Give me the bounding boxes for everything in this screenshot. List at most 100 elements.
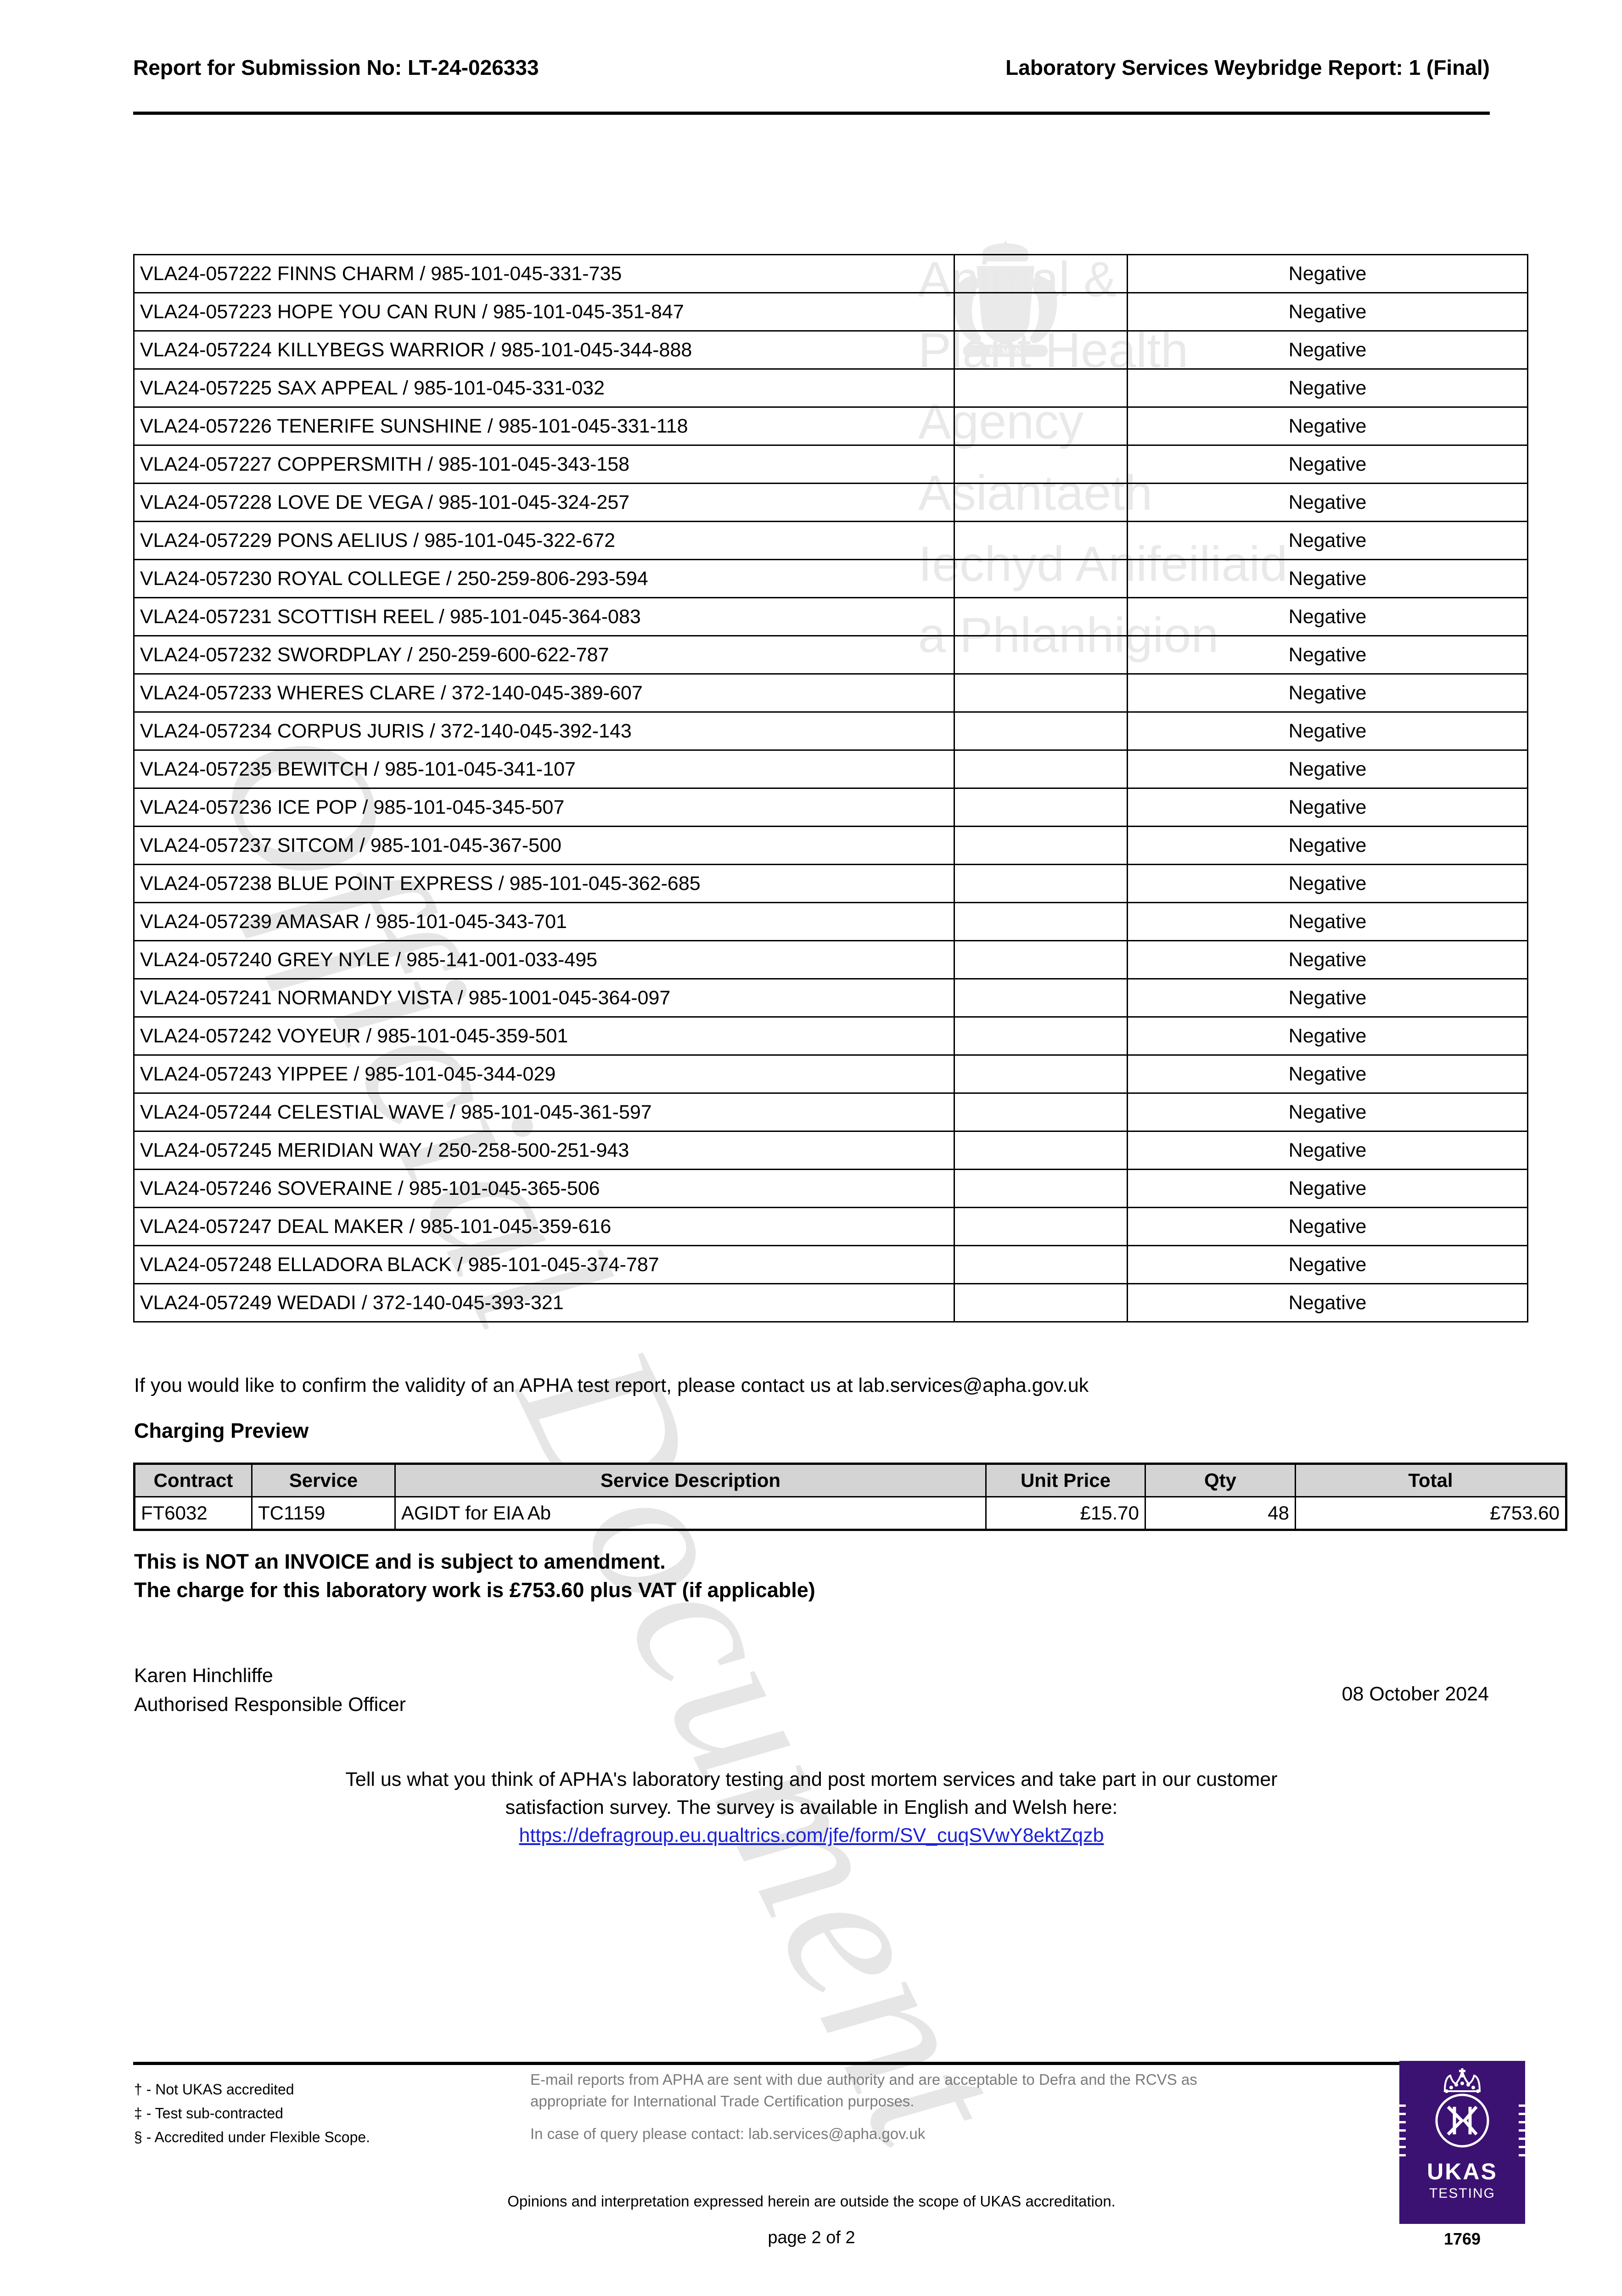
sample-description: VLA24-057246 SOVERAINE / 985-101-045-365… bbox=[133, 1169, 955, 1208]
accreditation-notes: † - Not UKAS accredited ‡ - Test sub-con… bbox=[134, 2078, 370, 2149]
ukas-wordmark: UKAS bbox=[1427, 2159, 1498, 2184]
survey-block: Tell us what you think of APHA's laborat… bbox=[133, 1766, 1490, 1850]
charging-table-body: FT6032 TC1159 AGIDT for EIA Ab £15.70 48 £753… bbox=[134, 1496, 1567, 1531]
not-invoice-line-1: This is NOT an INVOICE and is subject to… bbox=[134, 1550, 666, 1573]
sample-description: VLA24-057230 ROYAL COLLEGE / 250-259-806… bbox=[133, 559, 955, 598]
sample-description: VLA24-057233 WHERES CLARE / 372-140-045-… bbox=[133, 673, 955, 713]
sample-annotation bbox=[954, 1283, 1128, 1322]
validity-note: If you would like to confirm the validit… bbox=[134, 1374, 1089, 1396]
sample-description: VLA24-057225 SAX APPEAL / 985-101-045-33… bbox=[133, 368, 955, 408]
sample-annotation bbox=[954, 788, 1128, 827]
sample-description: VLA24-057241 NORMANDY VISTA / 985-1001-0… bbox=[133, 978, 955, 1018]
sample-result: Negative bbox=[1127, 1016, 1528, 1056]
page-number: page 2 of 2 bbox=[768, 2228, 855, 2247]
charging-row: FT6032 TC1159 AGIDT for EIA Ab £15.70 48 £753… bbox=[134, 1496, 1567, 1531]
sample-result: Negative bbox=[1127, 673, 1528, 713]
sample-annotation bbox=[954, 1054, 1128, 1094]
sample-annotation bbox=[954, 368, 1128, 408]
results-table-body: VLA24-057222 FINNS CHARM / 985-101-045-3… bbox=[133, 254, 1528, 1322]
sample-annotation bbox=[954, 1131, 1128, 1170]
sample-description: VLA24-057226 TENERIFE SUNSHINE / 985-101… bbox=[133, 406, 955, 446]
sample-annotation bbox=[954, 1245, 1128, 1284]
sample-annotation bbox=[954, 292, 1128, 332]
ukas-accreditation-number: 1769 bbox=[1443, 2229, 1481, 2248]
sample-result: Negative bbox=[1127, 940, 1528, 979]
sample-annotation bbox=[954, 521, 1128, 560]
sample-annotation bbox=[954, 940, 1128, 979]
sample-annotation bbox=[954, 559, 1128, 598]
table-row: VLA24-057240 GREY NYLE / 985-141-001-033… bbox=[133, 940, 1528, 979]
sample-result: Negative bbox=[1127, 711, 1528, 751]
ukas-ruler-right-icon bbox=[1519, 2105, 1532, 2163]
sample-result: Negative bbox=[1127, 1054, 1528, 1094]
sample-result: Negative bbox=[1127, 788, 1528, 827]
note-flexible-scope: § - Accredited under Flexible Scope. bbox=[134, 2128, 370, 2145]
table-row: VLA24-057222 FINNS CHARM / 985-101-045-3… bbox=[133, 254, 1528, 293]
ukas-ruler-left-icon bbox=[1393, 2105, 1406, 2163]
sample-result: Negative bbox=[1127, 902, 1528, 941]
table-row: VLA24-057235 BEWITCH / 985-101-045-341-1… bbox=[133, 749, 1528, 789]
sample-result: Negative bbox=[1127, 749, 1528, 789]
sample-description: VLA24-057231 SCOTTISH REEL / 985-101-045… bbox=[133, 597, 955, 636]
charge-qty: 48 bbox=[1145, 1496, 1296, 1531]
footer-divider bbox=[133, 2062, 1490, 2065]
sample-result: Negative bbox=[1127, 1131, 1528, 1170]
sample-annotation bbox=[954, 406, 1128, 446]
sample-description: VLA24-057224 KILLYBEGS WARRIOR / 985-101… bbox=[133, 330, 955, 370]
table-row: VLA24-057243 YIPPEE / 985-101-045-344-02… bbox=[133, 1054, 1528, 1094]
col-service-description: Service Description bbox=[394, 1463, 987, 1497]
sample-description: VLA24-057236 ICE POP / 985-101-045-345-5… bbox=[133, 788, 955, 827]
sample-annotation bbox=[954, 902, 1128, 941]
report-title: Laboratory Services Weybridge Report: 1 … bbox=[1005, 56, 1490, 79]
sample-description: VLA24-057239 AMASAR / 985-101-045-343-70… bbox=[133, 902, 955, 941]
sample-description: VLA24-057244 CELESTIAL WAVE / 985-101-04… bbox=[133, 1092, 955, 1132]
sample-annotation bbox=[954, 635, 1128, 675]
results-table: VLA24-057222 FINNS CHARM / 985-101-045-3… bbox=[133, 254, 1528, 1322]
report-date: 08 October 2024 bbox=[1341, 1683, 1489, 1705]
table-row: VLA24-057225 SAX APPEAL / 985-101-045-33… bbox=[133, 368, 1528, 408]
sample-result: Negative bbox=[1127, 635, 1528, 675]
sample-result: Negative bbox=[1127, 445, 1528, 484]
email-authority-paragraph: E-mail reports from APHA are sent with d… bbox=[530, 2071, 1197, 2110]
survey-link[interactable]: https://defragroup.eu.qualtrics.com/jfe/… bbox=[519, 1824, 1104, 1847]
sample-annotation bbox=[954, 711, 1128, 751]
table-row: VLA24-057239 AMASAR / 985-101-045-343-70… bbox=[133, 902, 1528, 941]
table-row: VLA24-057228 LOVE DE VEGA / 985-101-045-… bbox=[133, 483, 1528, 522]
table-row: VLA24-057238 BLUE POINT EXPRESS / 985-10… bbox=[133, 864, 1528, 903]
sample-result: Negative bbox=[1127, 864, 1528, 903]
ukas-testing-label: TESTING bbox=[1429, 2186, 1495, 2201]
opinion-disclaimer: Opinions and interpretation expressed he… bbox=[507, 2193, 1116, 2210]
sample-annotation bbox=[954, 1207, 1128, 1246]
survey-line-1: Tell us what you think of APHA's laborat… bbox=[345, 1768, 1278, 1790]
sample-description: VLA24-057240 GREY NYLE / 985-141-001-033… bbox=[133, 940, 955, 979]
sample-description: VLA24-057232 SWORDPLAY / 250-259-600-622… bbox=[133, 635, 955, 675]
sample-annotation bbox=[954, 749, 1128, 789]
sample-description: VLA24-057237 SITCOM / 985-101-045-367-50… bbox=[133, 826, 955, 865]
signatory-name: Karen Hinchliffe bbox=[134, 1665, 273, 1687]
note-not-ukas: † - Not UKAS accredited bbox=[134, 2081, 294, 2098]
charge-service: TC1159 bbox=[251, 1496, 396, 1531]
table-row: VLA24-057224 KILLYBEGS WARRIOR / 985-101… bbox=[133, 330, 1528, 370]
sample-description: VLA24-057227 COPPERSMITH / 985-101-045-3… bbox=[133, 445, 955, 484]
sample-annotation bbox=[954, 597, 1128, 636]
sample-description: VLA24-057238 BLUE POINT EXPRESS / 985-10… bbox=[133, 864, 955, 903]
sample-result: Negative bbox=[1127, 978, 1528, 1018]
charge-contract: FT6032 bbox=[134, 1496, 253, 1531]
sample-description: VLA24-057229 PONS AELIUS / 985-101-045-3… bbox=[133, 521, 955, 560]
table-row: VLA24-057242 VOYEUR / 985-101-045-359-50… bbox=[133, 1016, 1528, 1056]
table-row: VLA24-057234 CORPUS JURIS / 372-140-045-… bbox=[133, 711, 1528, 751]
sample-description: VLA24-057242 VOYEUR / 985-101-045-359-50… bbox=[133, 1016, 955, 1056]
not-invoice-notice: This is NOT an INVOICE and is subject to… bbox=[134, 1548, 815, 1604]
sample-description: VLA24-057248 ELLADORA BLACK / 985-101-04… bbox=[133, 1245, 955, 1284]
page-header: Report for Submission No: LT-24-026333 L… bbox=[133, 55, 1490, 80]
table-row: VLA24-057230 ROYAL COLLEGE / 250-259-806… bbox=[133, 559, 1528, 598]
sample-annotation bbox=[954, 445, 1128, 484]
table-row: VLA24-057248 ELLADORA BLACK / 985-101-04… bbox=[133, 1245, 1528, 1284]
sample-result: Negative bbox=[1127, 559, 1528, 598]
table-row: VLA24-057229 PONS AELIUS / 985-101-045-3… bbox=[133, 521, 1528, 560]
charge-service-description: AGIDT for EIA Ab bbox=[394, 1496, 987, 1531]
sample-result: Negative bbox=[1127, 1092, 1528, 1132]
sample-result: Negative bbox=[1127, 254, 1528, 293]
table-row: VLA24-057226 TENERIFE SUNSHINE / 985-101… bbox=[133, 406, 1528, 446]
